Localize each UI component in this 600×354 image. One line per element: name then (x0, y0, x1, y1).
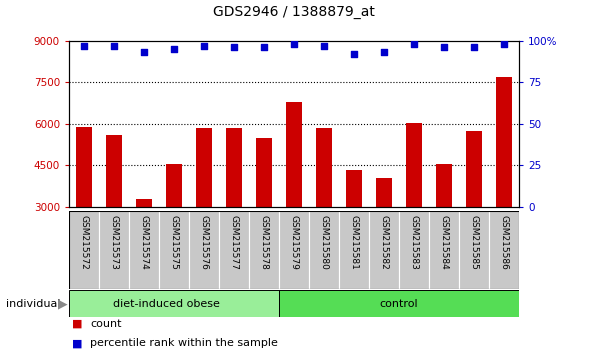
Text: control: control (380, 298, 418, 309)
Text: GSM215584: GSM215584 (439, 215, 449, 269)
Text: GDS2946 / 1388879_at: GDS2946 / 1388879_at (213, 5, 375, 19)
Bar (129, 211, 159, 289)
Bar (369, 211, 399, 289)
Text: GSM215573: GSM215573 (110, 215, 119, 269)
Point (349, 51, 359, 57)
Bar (429, 211, 459, 289)
Text: individual: individual (6, 298, 61, 309)
Point (409, 41, 419, 47)
Bar (286, 102, 302, 207)
Text: GSM215576: GSM215576 (199, 215, 209, 269)
Bar (466, 131, 482, 207)
Bar (316, 128, 332, 207)
Text: GSM215585: GSM215585 (470, 215, 479, 269)
Point (499, 41, 509, 47)
Point (109, 43, 119, 48)
Text: count: count (90, 319, 122, 329)
Text: percentile rank within the sample: percentile rank within the sample (90, 338, 278, 348)
Text: diet-induced obese: diet-induced obese (113, 298, 220, 309)
Bar (249, 211, 279, 289)
Bar (219, 211, 249, 289)
Text: GSM215572: GSM215572 (79, 215, 89, 269)
Text: GSM215586: GSM215586 (499, 215, 509, 269)
Point (259, 45, 269, 50)
Text: ■: ■ (72, 319, 83, 329)
Bar (346, 170, 362, 207)
Point (469, 45, 479, 50)
Bar (159, 211, 189, 289)
Bar (309, 211, 339, 289)
Bar (489, 211, 519, 289)
Bar (399, 211, 429, 289)
Bar (136, 199, 152, 207)
Text: GSM215574: GSM215574 (139, 215, 149, 269)
Text: GSM215580: GSM215580 (320, 215, 329, 269)
Bar (196, 128, 212, 207)
Text: GSM215581: GSM215581 (349, 215, 359, 269)
Bar (376, 178, 392, 207)
Bar (69, 290, 279, 317)
Text: GSM215582: GSM215582 (380, 215, 389, 269)
Bar (459, 211, 489, 289)
Point (289, 41, 299, 47)
Point (319, 43, 329, 48)
Bar (279, 211, 309, 289)
Bar (406, 122, 422, 207)
Point (379, 50, 389, 55)
Bar (106, 135, 122, 207)
Text: ■: ■ (72, 338, 83, 348)
Bar (279, 290, 519, 317)
Point (79, 43, 89, 48)
Point (439, 45, 449, 50)
Point (229, 45, 239, 50)
Text: ▶: ▶ (58, 297, 68, 310)
Bar (166, 164, 182, 207)
Text: GSM215577: GSM215577 (229, 215, 239, 269)
Bar (69, 211, 99, 289)
Bar (189, 211, 219, 289)
Bar (76, 127, 92, 207)
Bar (256, 138, 272, 207)
Bar (496, 77, 512, 207)
Point (139, 50, 149, 55)
Bar (226, 128, 242, 207)
Text: GSM215575: GSM215575 (170, 215, 179, 269)
Text: GSM215579: GSM215579 (290, 215, 299, 269)
Point (169, 46, 179, 52)
Text: GSM215583: GSM215583 (409, 215, 419, 269)
Text: GSM215578: GSM215578 (260, 215, 269, 269)
Point (199, 43, 209, 48)
Bar (339, 211, 369, 289)
Bar (99, 211, 129, 289)
Bar (436, 164, 452, 207)
